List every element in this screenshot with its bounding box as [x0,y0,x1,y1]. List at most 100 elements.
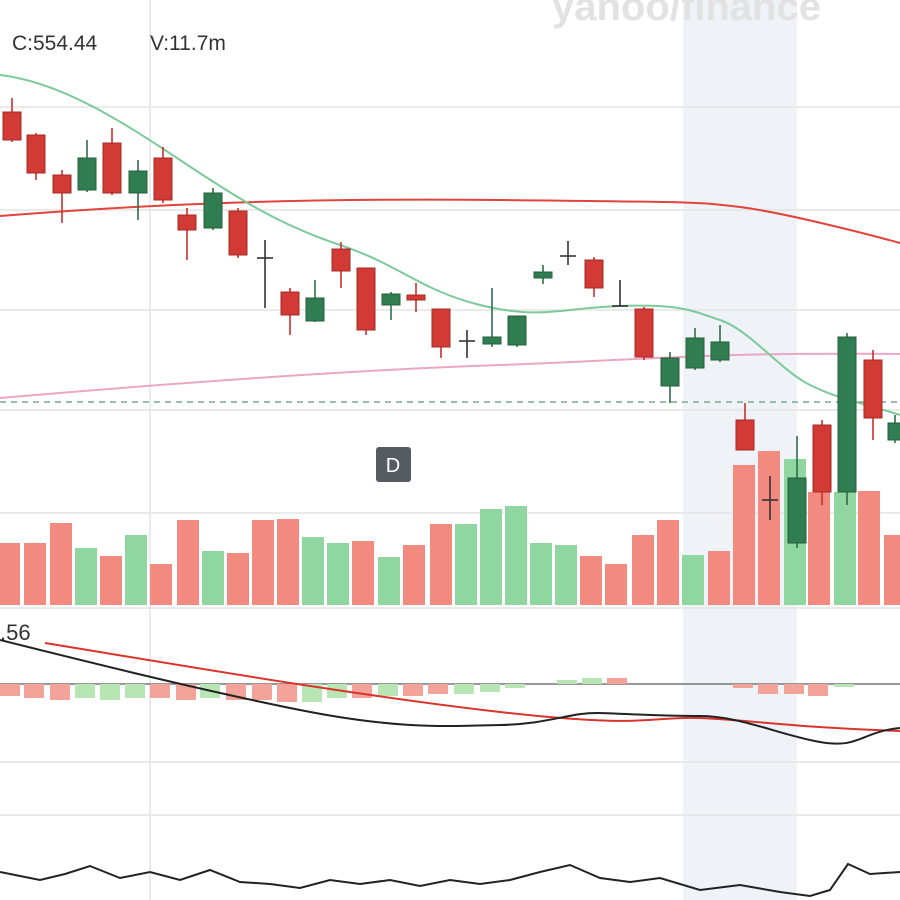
volume-label: V:11.7m [150,32,226,55]
volume-bar [455,524,477,605]
volume-bar [808,492,830,605]
macd-histogram [480,684,500,692]
macd-histogram [302,684,322,702]
macd-histogram [0,678,854,702]
candlestick [128,170,148,194]
volume-bar [125,535,147,605]
volume-bar [50,523,72,605]
volume-bar [505,506,527,605]
candlestick [305,297,325,322]
volume-bar [632,535,654,605]
candlestick [863,359,883,419]
macd-histogram [50,684,70,700]
macd-histogram [24,684,44,698]
candlestick [280,291,300,316]
volume-bar [177,520,199,605]
volume-bar [758,451,780,605]
volume-bar [580,556,602,605]
candlestick [710,341,730,361]
macd-histogram [378,684,398,696]
candlestick [507,315,527,346]
volume-bar [884,535,900,605]
macd-histogram [733,684,753,688]
candlestick [2,98,900,548]
volume-bar [100,556,122,605]
volume-bar [733,465,755,605]
watermark: yahoo/finance [552,0,821,29]
candlestick [406,294,426,301]
volume-bar [403,545,425,605]
candlestick [787,477,807,544]
macd-histogram [125,684,145,698]
candlestick [735,419,755,451]
volume-bar [0,451,900,605]
candlestick [2,111,22,141]
interval-badge[interactable]: D [376,447,411,482]
macd-histogram [403,684,423,696]
volume-bar [708,551,730,605]
candlestick [2,98,883,505]
macd-histogram [582,678,602,684]
volume-bar [480,509,502,605]
volume-bar [0,543,20,605]
volume-bar [605,564,627,605]
candlestick [533,271,553,279]
candlestick [102,142,122,194]
candlestick [26,134,46,174]
moving-average [0,198,900,244]
volume-bar [530,543,552,605]
close-label: C:554.44 [12,32,98,55]
volume-bar [150,564,172,605]
candlestick [177,214,197,231]
volume-bar [252,520,274,605]
macd-histogram [607,678,627,684]
volume-bar [378,557,400,605]
interval-badge[interactable] [376,447,411,482]
macd-histogram [75,684,95,698]
candlestick [77,157,97,191]
volume-bar [430,524,452,605]
candlestick [887,422,900,441]
macd-histogram [834,684,854,687]
volume-bar [858,491,880,605]
candlestick [257,240,778,520]
macd-histogram [454,684,474,694]
oscillator-line [0,862,900,898]
candlestick [381,293,401,306]
volume-bar [302,537,324,605]
candlestick [685,337,705,369]
volume-bar [327,543,349,605]
volume-bar [227,553,249,605]
macd-histogram [352,684,372,698]
macd-histogram [428,684,448,694]
volume-bar [75,548,97,605]
macd-histogram [505,684,525,688]
candlestick [203,192,223,229]
macd-histogram [75,678,854,702]
macd-histogram [252,684,272,700]
candlestick [431,308,451,348]
candlestick [482,336,502,345]
volume-bar [277,519,299,605]
macd-histogram [100,684,120,700]
badge-text[interactable]: D [386,455,400,477]
candlestick [634,308,654,358]
candlestick [228,210,248,256]
macd-histogram [557,680,577,684]
candlestick [77,140,900,548]
candlestick [584,259,604,289]
macd-line [0,639,900,745]
moving-average [0,74,900,416]
candlestick [356,267,376,331]
macd-histogram [0,678,828,702]
volume-bar [555,545,577,605]
macd-histogram [758,684,778,694]
volume-bar [0,451,900,605]
indicator-label: .56 [0,620,31,645]
volume-bar [24,543,46,605]
macd-histogram [277,684,297,702]
candlestick [660,357,680,387]
candlestick [52,174,72,194]
candlestick [153,157,173,201]
